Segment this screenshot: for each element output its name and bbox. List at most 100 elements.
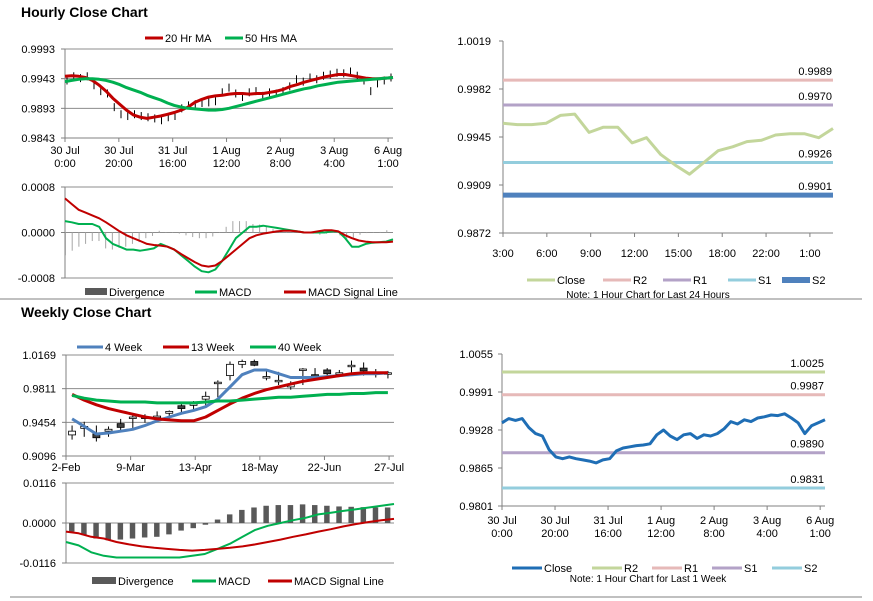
level-label-r1: 0.9970 [798, 91, 832, 103]
divergence-bar [125, 232, 127, 247]
x-tick-label: 13-Apr [179, 462, 212, 474]
y-tick-label: -0.0008 [18, 273, 55, 285]
divergence-bar [190, 523, 196, 529]
legend-label: MACD Signal Line [294, 576, 384, 588]
divergence-bar [360, 507, 367, 523]
legend-label: 4 Week [105, 342, 143, 354]
legend-swatch [85, 288, 107, 295]
legend-label: Close [557, 275, 585, 287]
divergence-bar [166, 523, 172, 535]
series-line-macd-signal-line [64, 197, 394, 268]
y-tick-label: 0.9843 [21, 133, 55, 145]
divergence-bar [117, 523, 124, 540]
legend-label: R2 [633, 275, 647, 287]
candle-body [226, 363, 234, 377]
legend-label: MACD [219, 287, 251, 299]
x-tick-label: 2 Aug [266, 145, 294, 157]
candle-body [323, 369, 332, 375]
divergence-bar [287, 505, 294, 523]
x-tick-label: 9-Mar [116, 462, 145, 474]
level-label-r1: 0.9987 [790, 381, 824, 393]
level-label-s2: 0.9831 [790, 474, 824, 486]
divergence-bar [265, 226, 267, 233]
y-tick-label: 0.9909 [457, 180, 491, 192]
candle-body [359, 367, 368, 372]
legend-label: R2 [624, 563, 638, 575]
x-tick-label: 3 Aug [320, 145, 348, 157]
divergence-bar [98, 232, 100, 242]
y-tick-label: 0.9454 [22, 417, 56, 429]
divergence-bar [332, 232, 334, 233]
divergence-bar [138, 232, 140, 243]
divergence-bar [218, 232, 220, 233]
divergence-bar [165, 232, 167, 233]
y-tick-label: 0.9928 [459, 425, 493, 437]
series-line-close [502, 112, 834, 176]
candle-body [201, 395, 210, 400]
series-line-20-hr-ma [64, 73, 394, 120]
x-tick-label: 0:00 [54, 158, 75, 170]
x-tick-label: 18:00 [708, 248, 736, 260]
y-tick-label: 1.0055 [459, 349, 493, 361]
x-tick-label: 12:00 [621, 248, 649, 260]
candle-body [165, 410, 174, 414]
divergence-bar [372, 507, 379, 523]
x-tick-label: 30 Jul [104, 145, 133, 157]
hourly-chart-title: Hourly Close Chart [21, 4, 148, 20]
level-label-r2: 0.9989 [798, 66, 832, 78]
x-tick-label: 6:00 [536, 248, 557, 260]
divergence-bar [372, 232, 374, 233]
x-tick-label: 12:00 [647, 528, 675, 540]
divergence-bar [178, 232, 180, 234]
divergence-bar [285, 231, 287, 233]
y-tick-label: 1.0019 [457, 36, 491, 48]
divergence-bar [225, 226, 227, 233]
x-tick-label: 6 Aug [374, 145, 402, 157]
divergence-bar [239, 221, 241, 233]
y-tick-label: 0.9993 [21, 44, 55, 56]
series-line-13-week [71, 371, 388, 423]
legend-label: S2 [804, 563, 817, 575]
x-tick-label: 1:00 [809, 528, 830, 540]
y-tick-label: 0.9945 [457, 132, 491, 144]
y-tick-label: 0.9096 [22, 451, 56, 463]
divergence-bar [259, 224, 261, 233]
x-tick-label: 22:00 [752, 248, 780, 260]
divergence-bar [154, 523, 160, 537]
y-tick-label: 0.0116 [23, 478, 56, 490]
x-tick-label: 4:00 [756, 528, 777, 540]
x-tick-label: 20:00 [105, 158, 133, 170]
y-tick-label: 0.9811 [23, 384, 56, 396]
divergence-bar [172, 232, 174, 233]
y-tick-label: 0.9991 [459, 387, 493, 399]
level-label-s1: 0.9926 [798, 148, 832, 160]
legend-label: 50 Hrs MA [245, 33, 298, 45]
divergence-bar [71, 232, 73, 251]
x-tick-label: 15:00 [665, 248, 693, 260]
divergence-bar [81, 523, 87, 536]
chart-note: Note: 1 Hour Chart for Last 1 Week [570, 574, 728, 585]
x-tick-label: 4:00 [324, 158, 345, 170]
y-tick-label: 0.0008 [21, 182, 55, 194]
divergence-bar [384, 507, 391, 523]
divergence-bar [275, 505, 282, 523]
x-tick-label: 0:00 [491, 528, 512, 540]
candle-body [250, 361, 259, 366]
divergence-bar [91, 232, 93, 242]
candle-body [177, 405, 186, 409]
divergence-bar [178, 523, 184, 531]
candle-body [347, 364, 356, 368]
x-tick-label: 22-Jun [308, 462, 342, 474]
x-tick-label: 2-Feb [52, 462, 81, 474]
candle-body [274, 379, 283, 383]
divergence-bar [312, 505, 318, 523]
series-line-close [501, 412, 826, 465]
x-tick-label: 20:00 [541, 528, 569, 540]
divergence-bar [324, 505, 330, 523]
legend-label: R1 [684, 563, 698, 575]
legend-label: Divergence [118, 576, 174, 588]
candle-body [68, 430, 76, 436]
x-tick-label: 1 Aug [212, 145, 240, 157]
legend-label: S2 [812, 275, 825, 287]
